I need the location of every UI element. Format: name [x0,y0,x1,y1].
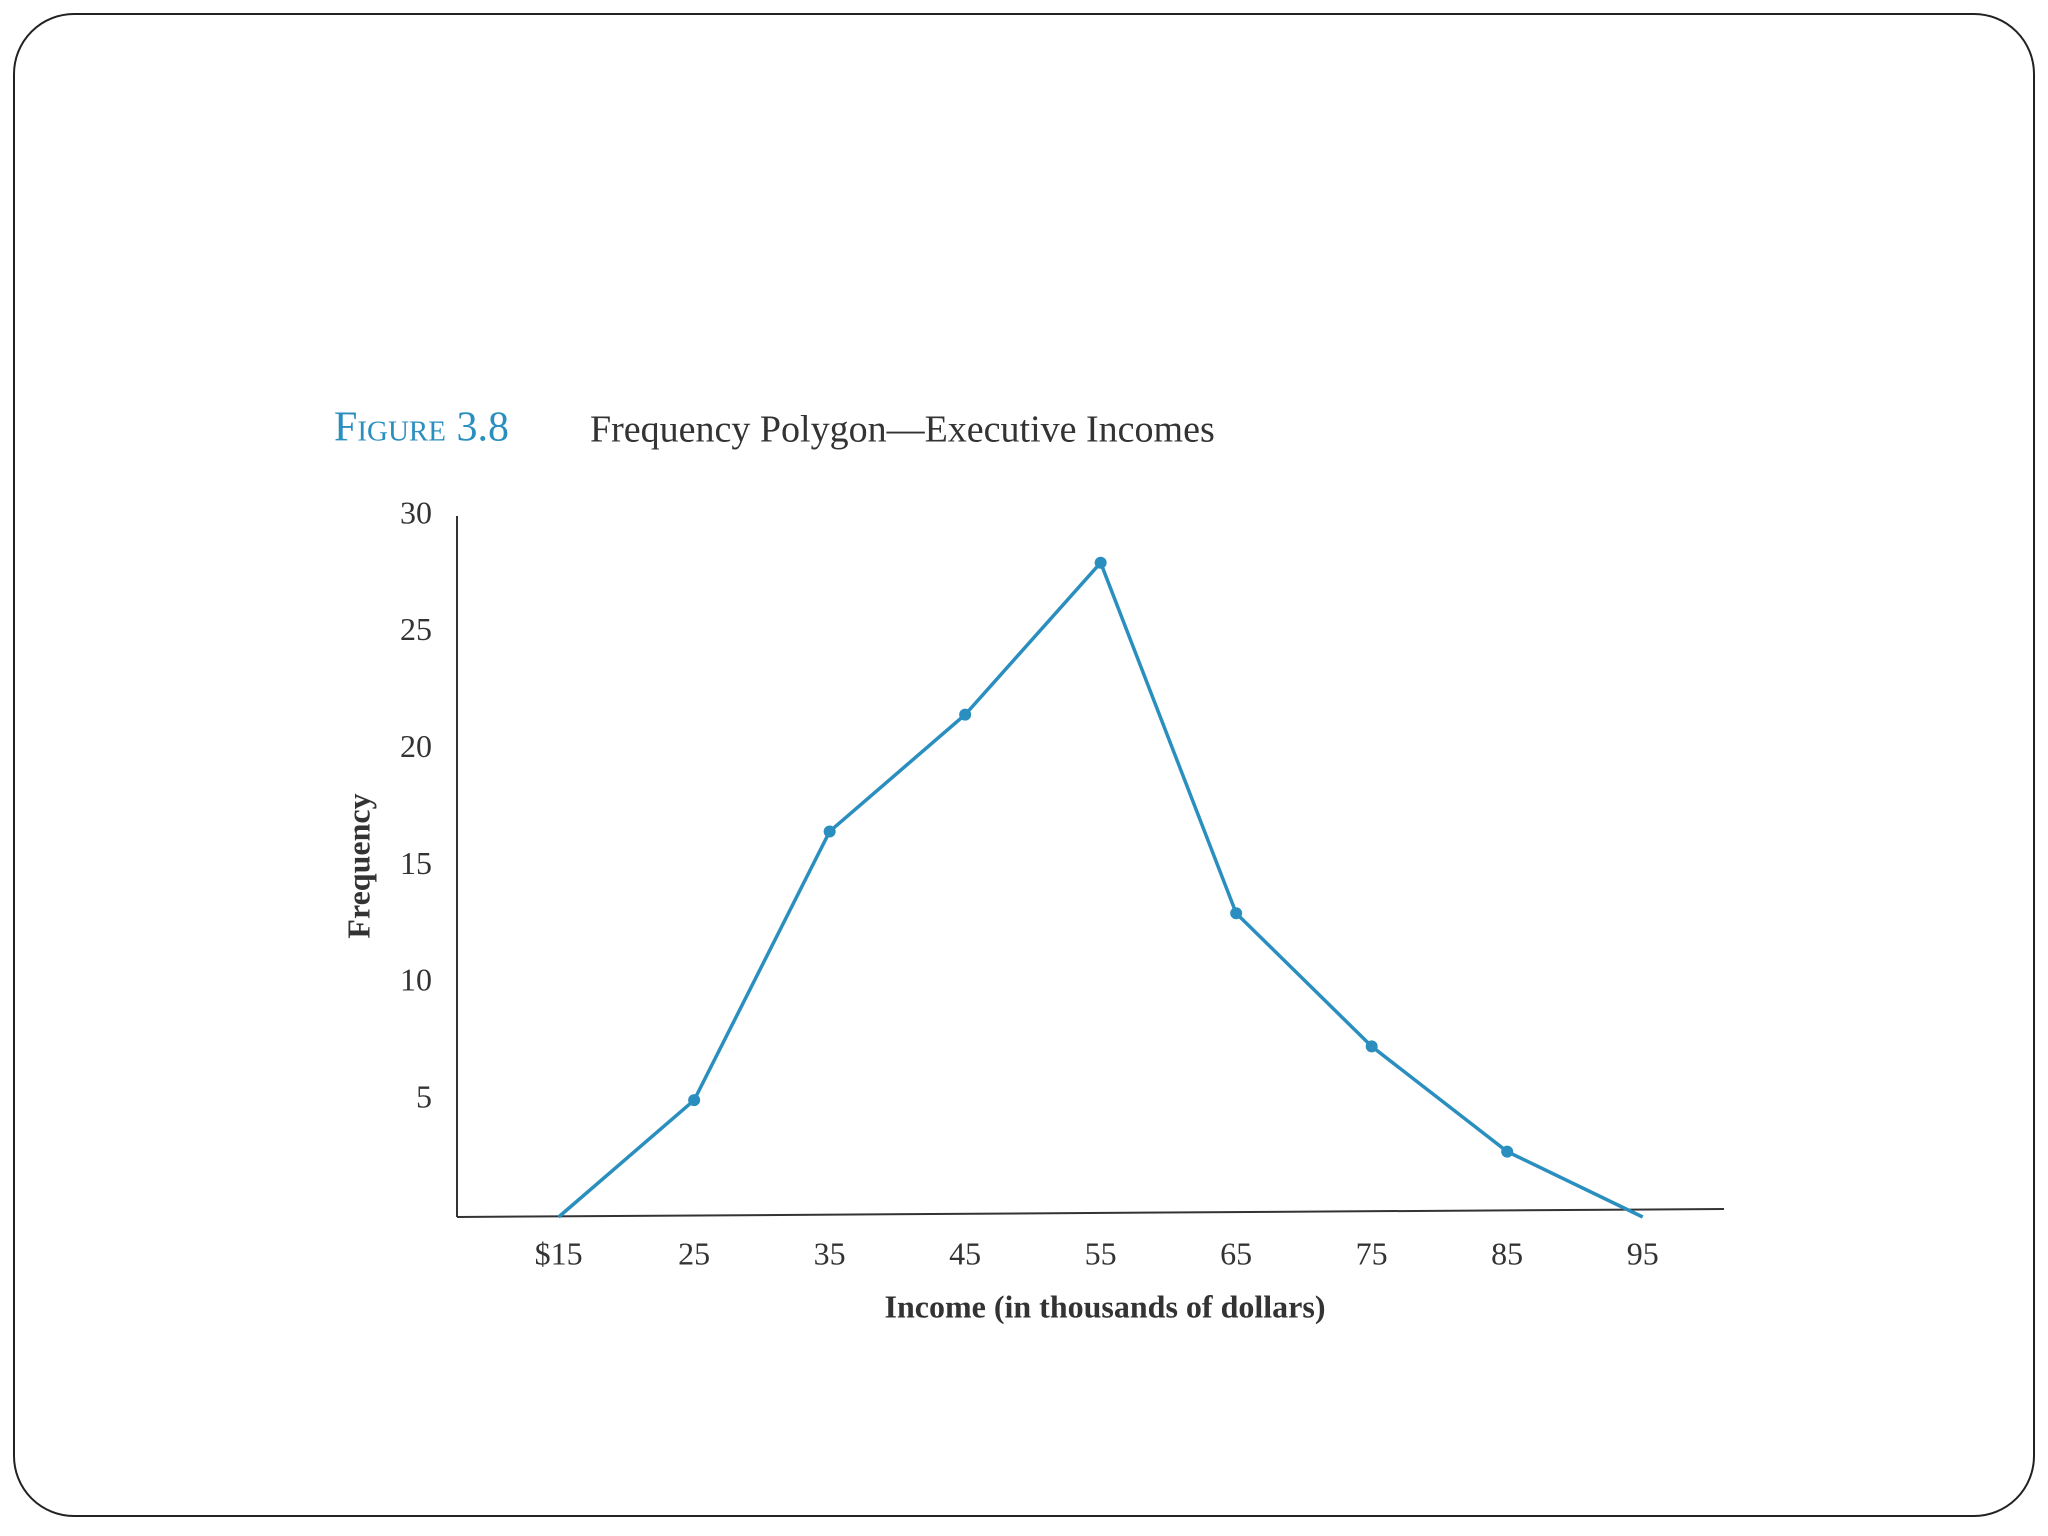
chart-title: Frequency Polygon—Executive Incomes [590,409,1215,451]
slide-frame [13,13,2035,1517]
y-tick-label: 20 [400,728,432,764]
x-tick-label: 25 [678,1235,710,1271]
x-axis-label: Income (in thousands of dollars) [885,1288,1326,1324]
y-tick-label: 5 [416,1079,432,1115]
y-tick-label: 30 [400,494,432,530]
data-point [1230,907,1243,920]
x-tick-label: $15 [535,1235,583,1271]
y-tick-label: 10 [400,962,432,998]
x-tick-label: 95 [1627,1235,1659,1271]
x-tick-label: 85 [1491,1235,1523,1271]
x-tick-label: 65 [1220,1235,1252,1271]
y-tick-label: 15 [400,845,432,881]
y-axis-label: Frequency [340,793,376,938]
x-tick-label: 45 [949,1235,981,1271]
data-point [688,1094,701,1107]
data-point [823,825,836,838]
data-point [1365,1040,1378,1053]
x-axis [456,1208,1725,1218]
figure-label: Figure 3.8 [334,405,509,451]
x-tick-label: 35 [814,1235,846,1271]
data-point [1094,556,1107,569]
x-tick-label: 75 [1356,1235,1388,1271]
data-point [959,708,972,721]
y-tick-label: 25 [400,611,432,647]
x-tick-label: 55 [1085,1235,1117,1271]
data-point [1501,1145,1514,1158]
